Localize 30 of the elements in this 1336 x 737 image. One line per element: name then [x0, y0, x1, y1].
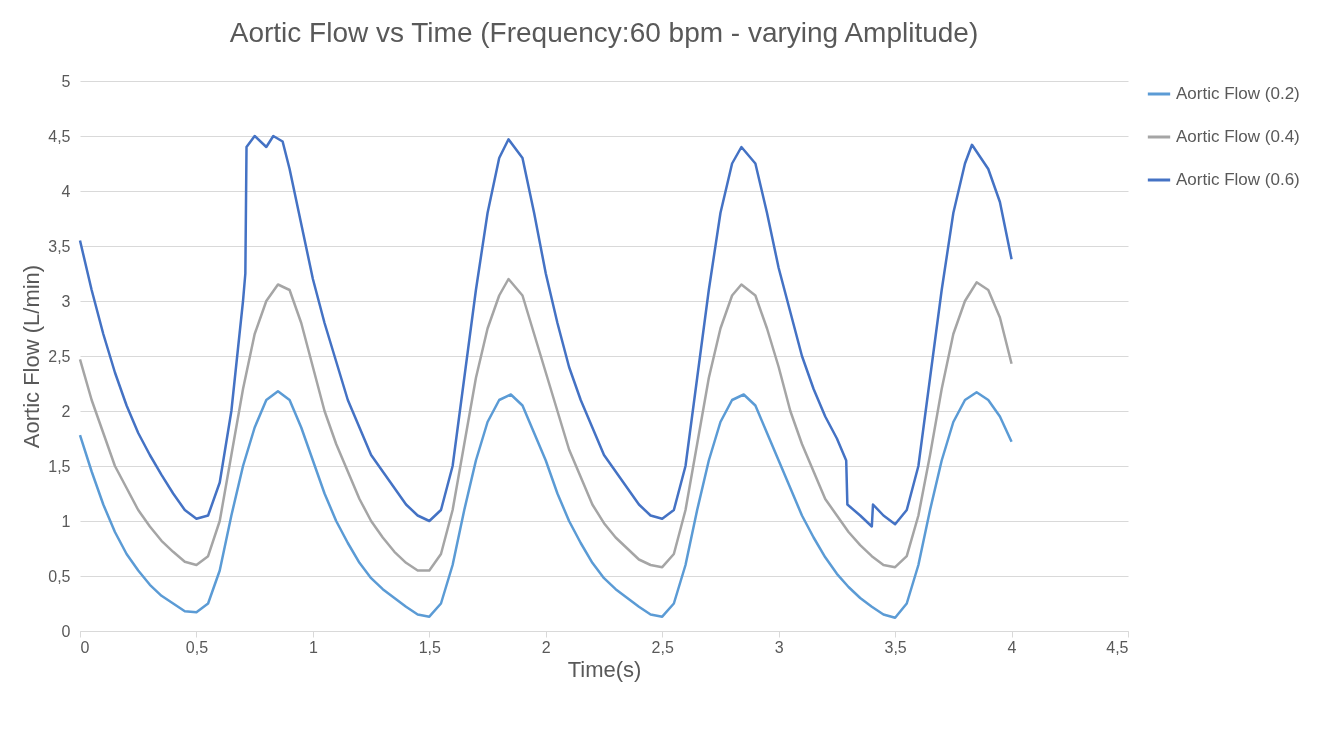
- legend-label: Aortic Flow (0.2): [1176, 84, 1300, 103]
- x-tick-label: 4,5: [1106, 638, 1129, 656]
- x-tick-label: 0,5: [185, 638, 209, 656]
- x-tick-label: 1: [308, 638, 318, 656]
- y-tick-label: 2: [61, 402, 71, 420]
- chart-title: Aortic Flow vs Time (Frequency:60 bpm - varying Amplitude): [229, 17, 979, 48]
- legend-label: Aortic Flow (0.4): [1176, 127, 1300, 146]
- x-axis-title: Time(s): [567, 656, 642, 682]
- y-tick-label: 2,5: [48, 347, 71, 365]
- y-tick-label: 3: [61, 292, 71, 310]
- x-tick-label: 0: [80, 638, 90, 656]
- y-tick-label: 5: [61, 72, 71, 90]
- y-axis-title: Aortic Flow (L/min): [19, 264, 45, 449]
- line-series: [78, 389, 1013, 620]
- x-tick-label: 2,5: [651, 638, 674, 656]
- line-series: [78, 134, 1013, 528]
- legend-label: Aortic Flow (0.6): [1176, 170, 1300, 189]
- x-tick-label: 4: [1007, 638, 1017, 656]
- y-tick-label: 0,5: [48, 567, 71, 585]
- y-tick-label: 4,5: [48, 127, 71, 145]
- y-tick-label: 1: [61, 512, 71, 530]
- y-tick-label: 1,5: [48, 457, 71, 475]
- y-tick-label: 4: [61, 182, 71, 200]
- y-tick-label: 0: [61, 622, 71, 640]
- x-tick-label: 3: [774, 638, 784, 656]
- x-tick-label: 3,5: [884, 638, 907, 656]
- x-tick-label: 2: [541, 638, 551, 656]
- y-tick-label: 3,5: [48, 237, 71, 255]
- x-tick-label: 1,5: [418, 638, 442, 656]
- line-series: [78, 277, 1013, 572]
